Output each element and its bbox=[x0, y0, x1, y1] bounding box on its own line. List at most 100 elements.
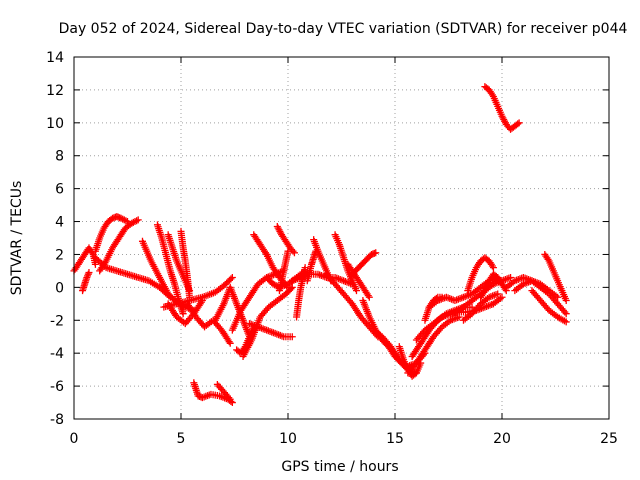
data-point-marker bbox=[84, 270, 92, 278]
data-point-marker bbox=[561, 308, 569, 316]
y-tick-label: 12 bbox=[46, 83, 64, 99]
series-trace-02 bbox=[79, 269, 93, 295]
y-tick-label: -2 bbox=[50, 313, 64, 329]
x-tick-label: 0 bbox=[70, 431, 79, 447]
data-point-marker bbox=[117, 214, 125, 222]
x-tick-label: 20 bbox=[493, 431, 511, 447]
y-tick-label: 6 bbox=[55, 182, 64, 198]
series-trace-05 bbox=[96, 216, 142, 275]
data-point-marker bbox=[226, 395, 234, 403]
data-points bbox=[70, 83, 570, 407]
data-point-marker bbox=[122, 217, 130, 225]
y-tick-label: -8 bbox=[50, 412, 64, 428]
series-trace-25 bbox=[293, 264, 309, 321]
data-point-marker bbox=[289, 247, 297, 255]
y-tick-label: 0 bbox=[55, 280, 64, 296]
y-tick-label: 10 bbox=[46, 116, 64, 132]
series-trace-14 bbox=[213, 380, 234, 403]
data-point-marker bbox=[507, 273, 515, 281]
data-point-marker bbox=[119, 215, 127, 223]
data-point-marker bbox=[120, 216, 128, 224]
data-point-marker bbox=[226, 339, 234, 347]
data-point-marker bbox=[225, 338, 233, 346]
series-trace-12 bbox=[183, 300, 234, 347]
series-trace-03 bbox=[91, 213, 131, 255]
data-point-marker bbox=[515, 119, 523, 127]
series-trace-19 bbox=[245, 320, 296, 341]
data-point-marker bbox=[488, 262, 496, 270]
x-tick-labels: 0 5 10 15 20 25 bbox=[70, 431, 618, 447]
data-point-marker bbox=[85, 269, 93, 277]
y-tick-label: 8 bbox=[55, 149, 64, 165]
y-tick-label: 14 bbox=[46, 50, 64, 66]
data-point-marker bbox=[91, 260, 99, 268]
series-trace-44 bbox=[481, 83, 523, 133]
data-point-marker bbox=[227, 275, 235, 283]
data-point-marker bbox=[84, 272, 92, 280]
data-point-marker bbox=[262, 249, 270, 257]
series-trace-13 bbox=[190, 379, 236, 407]
x-axis-label: GPS time / hours bbox=[281, 459, 398, 475]
data-point-marker bbox=[197, 298, 205, 306]
data-point-marker bbox=[364, 292, 372, 300]
data-point-marker bbox=[83, 273, 91, 281]
series-trace-48 bbox=[541, 250, 570, 305]
data-point-marker bbox=[179, 310, 187, 318]
x-tick-label: 15 bbox=[386, 431, 404, 447]
data-point-marker bbox=[290, 249, 298, 257]
data-point-marker bbox=[133, 217, 141, 225]
data-point-marker bbox=[352, 287, 360, 295]
data-point-marker bbox=[129, 218, 137, 226]
series-trace-31 bbox=[348, 249, 380, 278]
data-point-marker bbox=[494, 290, 502, 298]
data-point-marker bbox=[365, 293, 373, 301]
data-point-marker bbox=[134, 216, 142, 224]
x-tick-label: 5 bbox=[177, 431, 186, 447]
data-point-marker bbox=[562, 318, 570, 326]
data-point-marker bbox=[301, 264, 309, 272]
data-point-marker bbox=[128, 219, 136, 227]
y-tick-label: -4 bbox=[50, 346, 64, 362]
series-trace-41 bbox=[464, 254, 497, 295]
series-trace-23 bbox=[273, 222, 298, 257]
data-point-marker bbox=[514, 120, 522, 128]
data-point-marker bbox=[554, 293, 562, 301]
data-point-marker bbox=[489, 264, 497, 272]
data-point-marker bbox=[498, 293, 506, 301]
data-point-marker bbox=[288, 333, 296, 341]
data-point-marker bbox=[131, 218, 139, 226]
series-trace-29 bbox=[331, 231, 360, 295]
data-point-marker bbox=[88, 249, 96, 257]
data-point-marker bbox=[544, 255, 552, 263]
series-trace-26 bbox=[303, 247, 320, 285]
data-point-marker bbox=[562, 310, 570, 318]
data-point-marker bbox=[228, 273, 236, 281]
y-tick-label: 4 bbox=[55, 215, 64, 231]
series-trace-47 bbox=[528, 287, 570, 326]
data-point-marker bbox=[562, 297, 570, 305]
data-point-marker bbox=[287, 285, 295, 293]
data-point-marker bbox=[272, 282, 280, 290]
series-trace-22 bbox=[275, 247, 292, 295]
x-tick-label: 25 bbox=[600, 431, 618, 447]
data-point-marker bbox=[372, 249, 380, 257]
y-tick-label: -6 bbox=[50, 379, 64, 395]
series-trace-43 bbox=[477, 270, 510, 301]
plot-border bbox=[73, 56, 610, 420]
data-point-marker bbox=[101, 259, 109, 267]
y-tick-labels: -8 -6 -4 -2 0 2 4 6 8 10 12 14 bbox=[46, 50, 64, 428]
y-tick-label: 2 bbox=[55, 247, 64, 263]
x-tick-label: 10 bbox=[279, 431, 297, 447]
chart-title: Day 052 of 2024, Sidereal Day-to-day VTE… bbox=[59, 21, 628, 37]
series-trace-42 bbox=[459, 290, 502, 324]
data-point-marker bbox=[271, 281, 279, 289]
y-axis-label: SDTVAR / TECUs bbox=[9, 181, 25, 296]
data-point-marker bbox=[488, 91, 496, 99]
series-trace-09 bbox=[177, 227, 194, 301]
data-point-marker bbox=[480, 288, 488, 296]
data-point-marker bbox=[269, 280, 277, 288]
series-trace-46 bbox=[511, 277, 562, 301]
series-trace-36 bbox=[404, 313, 463, 377]
